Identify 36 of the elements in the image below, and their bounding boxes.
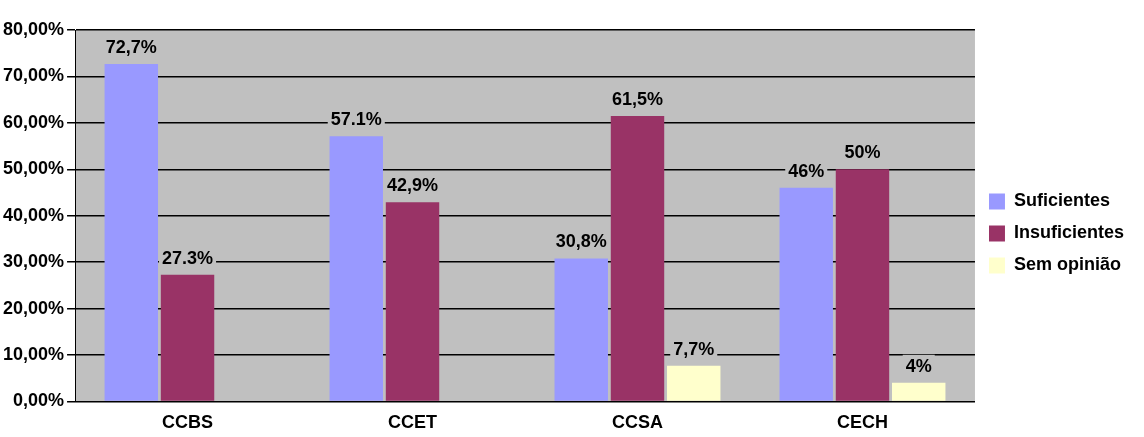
data-label: 61,5% xyxy=(611,88,664,109)
y-tick-label: 0,00% xyxy=(13,390,65,411)
y-tick-label: 60,00% xyxy=(2,111,65,132)
bar xyxy=(610,115,665,401)
bar xyxy=(104,63,159,401)
data-label: 7,7% xyxy=(673,338,715,359)
x-tick-label: CECH xyxy=(836,412,888,433)
y-tick-label: 10,00% xyxy=(2,343,65,364)
bar xyxy=(779,187,833,401)
bar xyxy=(835,169,890,401)
y-tick-label: 80,00% xyxy=(2,18,65,39)
bar xyxy=(160,274,215,401)
data-label: 57.1% xyxy=(330,109,382,130)
y-tick-label: 50,00% xyxy=(2,158,65,179)
y-tick-label: 70,00% xyxy=(2,65,65,86)
data-label: 30,8% xyxy=(555,231,607,252)
y-tick-label: 20,00% xyxy=(2,297,65,318)
bar xyxy=(667,365,721,401)
x-tick-label: CCBS xyxy=(162,412,214,433)
x-tick-label: CCET xyxy=(388,412,438,433)
bar xyxy=(554,258,608,401)
data-label: 72,7% xyxy=(105,36,157,57)
legend-label: Insuficientes xyxy=(1013,222,1124,243)
data-label: 4% xyxy=(905,355,932,376)
y-tick-label: 40,00% xyxy=(2,204,65,225)
bar xyxy=(385,202,440,401)
data-label: 50% xyxy=(844,142,881,163)
data-label: 42,9% xyxy=(387,175,439,196)
legend-label: Suficientes xyxy=(1013,190,1110,211)
x-tick-label: CCSA xyxy=(611,412,664,433)
bar xyxy=(329,136,383,401)
y-tick-label: 30,00% xyxy=(2,251,65,272)
bar xyxy=(892,382,946,401)
data-label: 27.3% xyxy=(162,247,214,268)
legend-label: Sem opinião xyxy=(1013,254,1121,275)
data-label: 46% xyxy=(788,160,825,181)
